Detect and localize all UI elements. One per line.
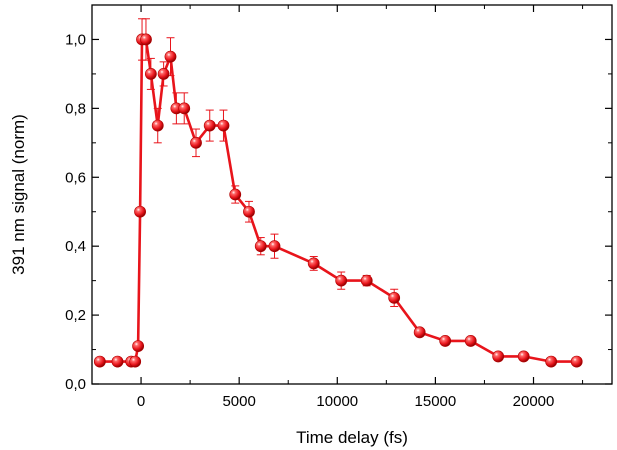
x-tick-label: 5000 bbox=[222, 393, 255, 410]
y-tick-label: 1,0 bbox=[65, 31, 86, 48]
x-tick-label: 20000 bbox=[513, 393, 555, 410]
data-point bbox=[492, 350, 505, 363]
data-point bbox=[178, 102, 191, 115]
y-axis-title: 391 nm signal (norm) bbox=[9, 114, 28, 275]
x-tick-label: 0 bbox=[137, 393, 145, 410]
data-point bbox=[132, 340, 145, 352]
y-tick-label: 0,4 bbox=[65, 238, 86, 255]
data-point bbox=[254, 240, 267, 253]
data-point bbox=[140, 33, 152, 46]
data-point bbox=[229, 188, 242, 201]
tick-layer: 0 5000 10000 15000 20000 0,0 0,2 0,4 0,6 0,8 1,0 bbox=[65, 5, 612, 410]
x-tick-label: 10000 bbox=[316, 393, 358, 410]
data-point bbox=[157, 68, 170, 80]
data-point bbox=[111, 355, 124, 368]
data-point bbox=[413, 326, 426, 339]
data-point bbox=[144, 68, 157, 80]
data-point bbox=[388, 291, 401, 304]
data-point bbox=[545, 355, 558, 368]
x-axis-title: Time delay (fs) bbox=[296, 428, 408, 447]
data-point bbox=[164, 50, 177, 63]
y-tick-label: 0,8 bbox=[65, 100, 86, 117]
data-point bbox=[360, 274, 373, 287]
y-tick-label: 0,0 bbox=[65, 376, 86, 393]
data-point bbox=[570, 355, 583, 368]
data-point bbox=[134, 205, 146, 218]
plot-frame bbox=[91, 4, 613, 385]
data-point bbox=[268, 240, 281, 253]
data-point bbox=[217, 119, 230, 132]
data-point bbox=[190, 136, 202, 149]
data-point bbox=[307, 257, 320, 270]
data-point bbox=[151, 119, 164, 132]
data-point bbox=[335, 274, 348, 287]
y-tick-label: 0,6 bbox=[65, 169, 86, 186]
data-point bbox=[243, 205, 255, 218]
x-tick-label: 15000 bbox=[415, 393, 457, 410]
data-point bbox=[439, 335, 452, 347]
data-point bbox=[93, 355, 106, 368]
data-point bbox=[464, 335, 477, 347]
data-point bbox=[517, 350, 530, 363]
y-tick-label: 0,2 bbox=[65, 307, 86, 324]
plot-border bbox=[91, 4, 613, 385]
series-layer bbox=[93, 18, 583, 368]
data-point bbox=[203, 119, 216, 132]
series-line bbox=[99, 38, 577, 363]
data-point bbox=[129, 355, 142, 368]
